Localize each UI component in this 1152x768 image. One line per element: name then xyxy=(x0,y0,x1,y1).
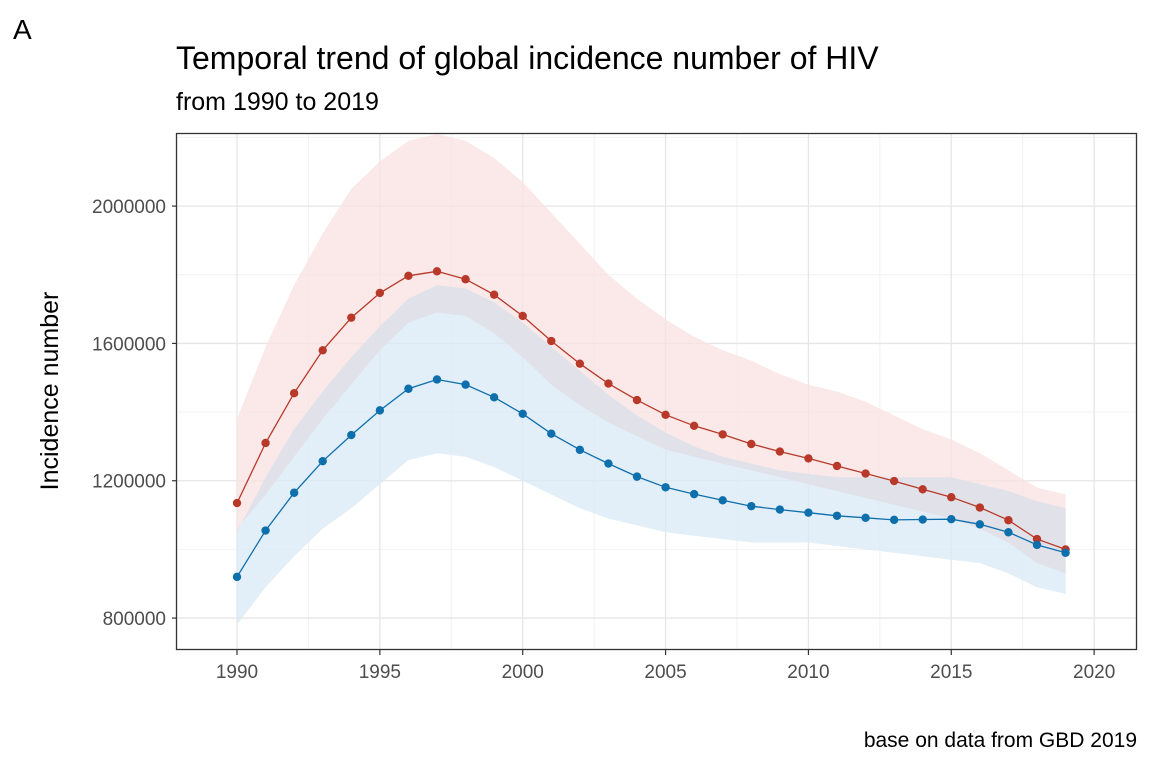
data-point-0 xyxy=(232,498,242,508)
data-point-1 xyxy=(718,496,727,505)
data-point-0 xyxy=(975,503,985,512)
data-point-1 xyxy=(1061,548,1070,558)
data-point-1 xyxy=(404,384,413,393)
y-tick-label: 1600000 xyxy=(92,334,166,355)
data-point-1 xyxy=(1004,528,1013,537)
data-point-0 xyxy=(889,476,899,486)
caption: base on data from GBD 2019 xyxy=(863,729,1137,752)
confidence-band-overlap xyxy=(237,285,1066,574)
series-lines xyxy=(236,270,1066,578)
data-point-1 xyxy=(289,488,299,497)
data-point-0 xyxy=(518,311,527,321)
x-tick-label: 2010 xyxy=(787,662,829,683)
data-point-0 xyxy=(404,271,413,280)
data-point-1 xyxy=(632,472,642,481)
data-point-0 xyxy=(318,346,327,355)
data-point-0 xyxy=(261,438,270,448)
data-point-0 xyxy=(432,267,442,276)
y-tick-label: 800000 xyxy=(103,609,166,630)
data-point-0 xyxy=(604,379,613,388)
data-point-1 xyxy=(889,515,899,525)
data-point-1 xyxy=(918,515,927,524)
data-point-0 xyxy=(775,447,785,456)
data-point-0 xyxy=(832,461,842,471)
data-point-1 xyxy=(318,456,327,466)
data-point-1 xyxy=(461,380,470,389)
data-point-0 xyxy=(547,336,556,346)
data-point-0 xyxy=(375,288,385,298)
data-point-1 xyxy=(375,406,385,415)
data-point-1 xyxy=(861,513,870,523)
x-tick-label: 2015 xyxy=(930,662,972,683)
data-point-0 xyxy=(1032,534,1042,544)
data-point-0 xyxy=(747,439,756,449)
data-point-1 xyxy=(518,409,527,419)
y-tick-label: 1200000 xyxy=(92,472,166,493)
data-point-1 xyxy=(775,505,785,514)
data-point-0 xyxy=(1004,516,1013,525)
data-point-0 xyxy=(804,454,813,463)
panel-tag: A xyxy=(13,14,32,45)
chart-title: Temporal trend of global incidence numbe… xyxy=(176,40,879,76)
data-point-1 xyxy=(261,526,270,535)
x-tick-label: 1995 xyxy=(359,662,401,683)
data-point-1 xyxy=(804,508,813,517)
series-line-1 xyxy=(236,378,1066,578)
data-point-0 xyxy=(489,290,499,299)
x-tick-label: 1990 xyxy=(216,662,258,683)
y-tick-label: 2000000 xyxy=(92,197,166,218)
confidence-band-0 xyxy=(237,134,1066,574)
axes: 1990 1995 2000 2005 2010 2015 2020 800000 120000… xyxy=(92,197,1115,683)
data-point-1 xyxy=(489,393,499,402)
chart-subtitle: from 1990 to 2019 xyxy=(176,88,379,116)
data-point-1 xyxy=(1032,540,1042,550)
plot-border xyxy=(175,132,1138,651)
series-line-0 xyxy=(236,270,1066,551)
data-point-1 xyxy=(689,489,699,499)
data-point-0 xyxy=(347,313,356,322)
x-tick-label: 2020 xyxy=(1073,662,1115,683)
series-points xyxy=(232,267,1070,582)
data-point-1 xyxy=(232,572,242,582)
data-point-1 xyxy=(747,501,756,511)
data-point-1 xyxy=(575,445,585,455)
confidence-bands xyxy=(237,134,1066,625)
data-point-1 xyxy=(347,430,356,440)
data-point-0 xyxy=(289,389,299,398)
data-point-0 xyxy=(718,430,727,439)
confidence-band-1 xyxy=(237,285,1066,625)
data-point-0 xyxy=(861,469,870,478)
data-point-0 xyxy=(947,493,956,502)
data-point-1 xyxy=(832,511,842,520)
data-point-0 xyxy=(689,421,699,431)
data-point-1 xyxy=(547,429,556,438)
x-tick-label: 2000 xyxy=(502,662,544,683)
y-axis-title: Incidence number xyxy=(36,292,64,491)
data-point-1 xyxy=(947,514,956,524)
data-point-1 xyxy=(432,375,442,384)
data-point-0 xyxy=(632,395,642,405)
data-point-1 xyxy=(661,483,670,492)
x-tick-label: 2005 xyxy=(644,662,686,683)
data-point-0 xyxy=(461,275,470,284)
data-point-1 xyxy=(604,459,613,468)
data-point-0 xyxy=(575,359,585,368)
data-point-1 xyxy=(975,520,985,529)
data-point-0 xyxy=(918,485,927,494)
data-point-0 xyxy=(661,410,670,420)
